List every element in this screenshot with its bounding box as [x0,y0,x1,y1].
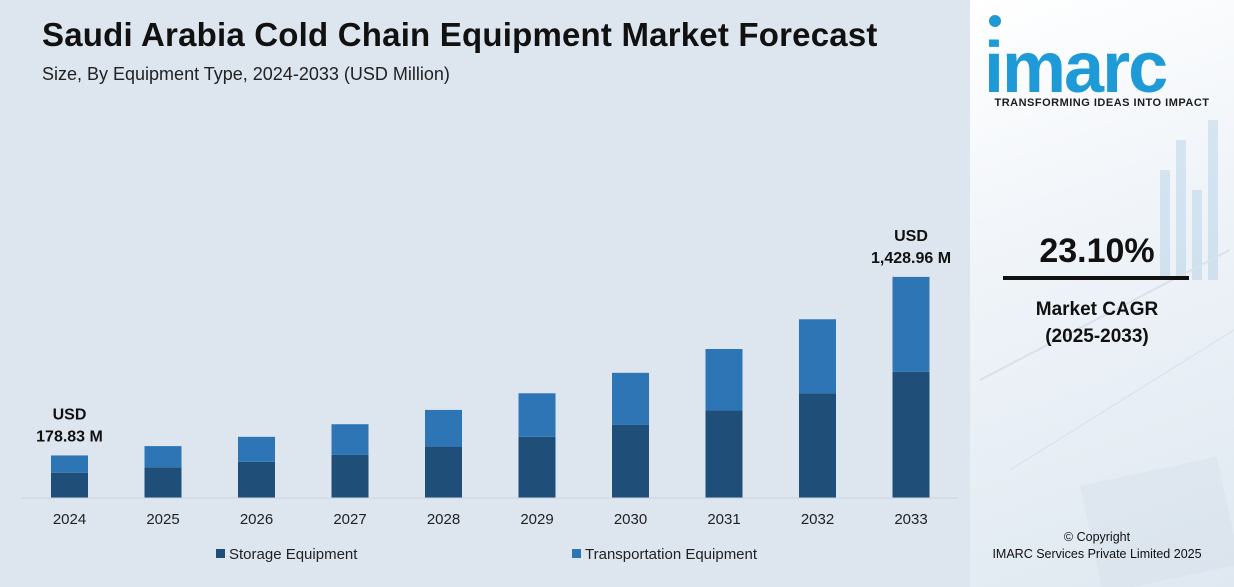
bar-2024-series-1 [51,455,88,473]
stacked-bar-chart: 2024 2025 2026 2027 2028 2029 2030 2031 2032 2033… [22,228,958,563]
x-tick-2026: 2026 [240,511,273,528]
chart-title: Saudi Arabia Cold Chain Equipment Market… [42,16,878,53]
legend-label-series-0: Storage Equipment [229,546,358,563]
deco-line [1009,329,1234,471]
deco-line [979,249,1231,381]
x-tick-2032: 2032 [801,511,834,528]
bar-2029-series-0 [518,436,556,498]
copyright-text: © Copyright IMARC Services Private Limit… [970,529,1224,563]
cagr-divider [1003,276,1189,280]
legend: Storage Equipment Transportation Equipmen… [216,546,758,563]
x-tick-2025: 2025 [146,511,179,528]
bar-2027-series-0 [331,454,369,498]
x-tick-2033: 2033 [894,511,927,528]
chart-subtitle: Size, By Equipment Type, 2024-2033 (USD … [42,64,450,84]
logo-wordmark: imarc [984,28,1166,96]
deco-card [1080,456,1234,587]
legend-swatch-series-0 [216,549,225,558]
bar-2028-series-0 [425,446,462,498]
bar-2030-series-0 [612,424,649,498]
legend-swatch-series-1 [572,549,581,558]
background-chart-decoration [979,120,1234,587]
x-tick-2028: 2028 [427,511,460,528]
bar-2025-series-1 [144,446,182,468]
brand-panel: imarc TRANSFORMING IDEAS INTO IMPACT 23.… [970,0,1234,587]
bar-2025-series-0 [144,467,182,498]
bar-2024-series-0 [51,472,88,498]
bar-2032-series-1 [799,319,836,394]
deco-bar [1176,140,1186,280]
bar-2031-series-0 [705,410,743,498]
x-tick-2029: 2029 [520,511,553,528]
cagr-label-line2: (2025-2033) [1045,326,1149,347]
bar-2026-series-1 [238,436,275,462]
legend-label-series-1: Transportation Equipment [585,546,758,563]
bar-2032-series-0 [799,393,836,498]
bar-2026-series-0 [238,461,275,498]
deco-bar [1208,120,1218,280]
bar-2030-series-1 [612,372,649,425]
cagr-value: 23.10% [1039,232,1155,270]
deco-bar [1192,190,1202,280]
data-label-2033-line1: USD [894,228,928,245]
cagr-label-line1: Market CAGR [1035,299,1159,320]
imarc-logo: imarc [984,15,1168,96]
x-tick-2027: 2027 [333,511,366,528]
cagr-label: Market CAGR (2025-2033) [970,296,1224,350]
bar-2027-series-1 [331,424,369,455]
deco-bar [1160,170,1170,280]
bar-2031-series-1 [705,349,743,411]
x-tick-2030: 2030 [614,511,647,528]
copyright-line1: © Copyright [1063,530,1131,544]
x-tick-2031: 2031 [707,511,740,528]
chart-panel: Saudi Arabia Cold Chain Equipment Market… [0,0,970,587]
bars-layer [51,276,930,498]
logo-dot [989,15,1001,27]
x-tick-labels: 2024 2025 2026 2027 2028 2029 2030 2031 2032 2033 [53,511,928,528]
data-label-2024-line2: 178.83 M [36,428,103,445]
data-label-2024-line1: USD [53,406,87,423]
bar-2029-series-1 [518,393,556,437]
bar-2028-series-1 [425,409,462,447]
bar-2033-series-1 [892,276,930,372]
bar-annotations: USD 178.83 M USD 1,428.96 M [36,228,951,446]
data-label-2033-line2: 1,428.96 M [871,250,951,267]
x-tick-2024: 2024 [53,511,86,528]
copyright-line2: IMARC Services Private Limited 2025 [992,547,1202,561]
bar-2033-series-0 [892,371,930,498]
brand-tagline: TRANSFORMING IDEAS INTO IMPACT [994,97,1210,109]
